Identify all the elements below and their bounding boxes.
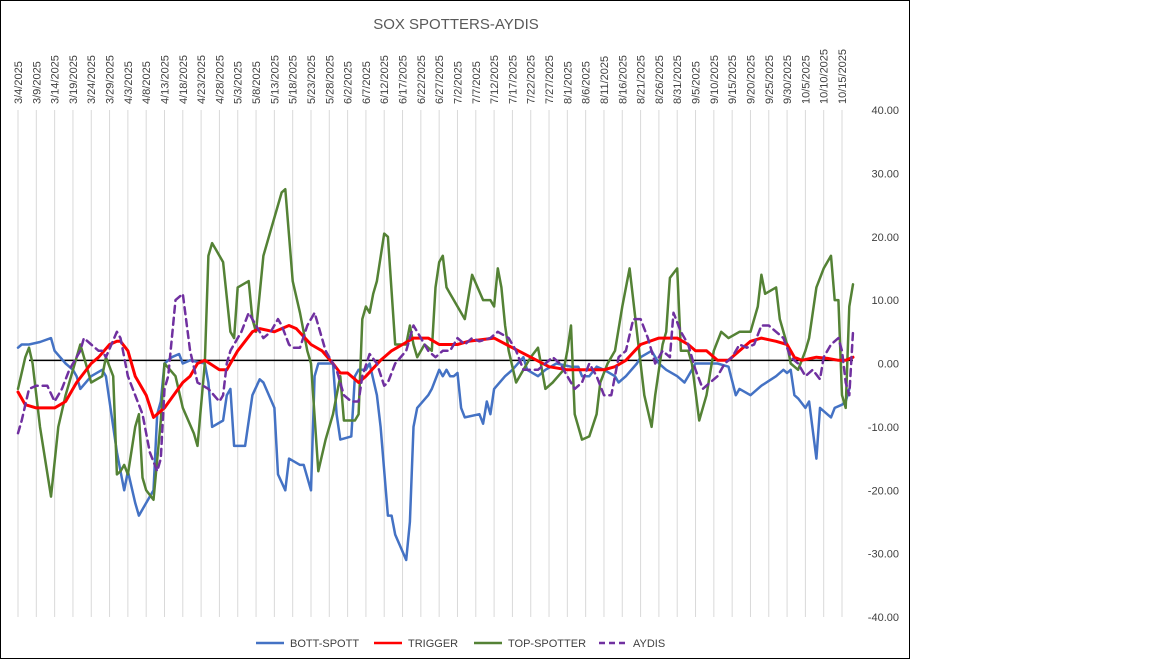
- x-tick-label: 3/14/2025: [50, 55, 62, 104]
- x-tick-label: 9/15/2025: [727, 55, 739, 104]
- x-tick-label: 9/30/2025: [782, 55, 794, 104]
- x-tick-label: 10/15/2025: [837, 49, 849, 104]
- x-tick-label: 5/13/2025: [269, 55, 281, 104]
- x-tick-label: 9/25/2025: [764, 55, 776, 104]
- series-lines: [16, 187, 855, 562]
- x-tick-label: 3/9/2025: [31, 61, 43, 104]
- y-tick-label: -20.00: [868, 485, 899, 497]
- chart-title: SOX SPOTTERS-AYDIS: [373, 16, 539, 33]
- x-tick-label: 3/4/2025: [13, 61, 25, 104]
- y-tick-label: -10.00: [868, 422, 899, 434]
- series-line-trigger: [16, 324, 855, 419]
- legend: BOTT-SPOTT TRIGGER TOP-SPOTTER AYDIS: [256, 638, 665, 650]
- legend-label: TOP-SPOTTER: [508, 638, 586, 650]
- x-tick-label: 3/24/2025: [86, 55, 98, 104]
- x-tick-label: 5/8/2025: [251, 61, 263, 104]
- legend-label: AYDIS: [633, 638, 665, 650]
- x-tick-label: 7/7/2025: [471, 61, 483, 104]
- chart-frame: 3/4/2025 3/9/2025 3/14/2025 3/19/2025 3/24/2…: [0, 0, 910, 659]
- series-line-aydis: [16, 292, 855, 473]
- legend-label: TRIGGER: [408, 638, 458, 650]
- x-tick-label: 8/6/2025: [581, 61, 593, 104]
- y-tick-label: 0.00: [878, 359, 899, 371]
- x-tick-label: 9/10/2025: [709, 55, 721, 104]
- x-tick-label: 6/7/2025: [361, 61, 373, 104]
- x-tick-label: 8/16/2025: [617, 55, 629, 104]
- x-tick-label: 4/18/2025: [178, 55, 190, 104]
- y-tick-label: -40.00: [868, 612, 899, 624]
- x-tick-label: 7/17/2025: [507, 55, 519, 104]
- x-tick-label: 9/20/2025: [745, 55, 757, 104]
- chart: 3/4/2025 3/9/2025 3/14/2025 3/19/2025 3/24/2…: [13, 16, 899, 650]
- x-tick-label: 3/29/2025: [105, 55, 117, 104]
- x-tick-label: 7/2/2025: [452, 61, 464, 104]
- y-axis-tick-labels: 40.00 30.00 20.00 10.00 0.00 -10.00 -20.00 -30.…: [868, 105, 899, 624]
- x-tick-label: 6/12/2025: [379, 55, 391, 104]
- x-tick-label: 4/8/2025: [141, 61, 153, 104]
- x-tick-label: 7/22/2025: [526, 55, 538, 104]
- x-tick-label: 4/23/2025: [196, 55, 208, 104]
- legend-label: BOTT-SPOTT: [290, 638, 359, 650]
- x-tick-label: 4/3/2025: [123, 61, 135, 104]
- y-tick-label: 20.00: [871, 232, 899, 244]
- x-tick-label: 5/3/2025: [233, 61, 245, 104]
- x-tick-label: 5/28/2025: [324, 55, 336, 104]
- x-tick-label: 8/26/2025: [654, 55, 666, 104]
- vertical-gridlines: [17, 110, 843, 617]
- x-axis-tick-labels: 3/4/2025 3/9/2025 3/14/2025 3/19/2025 3/24/2…: [13, 49, 849, 104]
- y-tick-label: 40.00: [871, 105, 899, 117]
- x-tick-label: 8/31/2025: [672, 55, 684, 104]
- x-tick-label: 4/28/2025: [214, 55, 226, 104]
- y-tick-label: -30.00: [868, 549, 899, 561]
- x-tick-label: 6/17/2025: [398, 55, 410, 104]
- y-tick-label: 30.00: [871, 168, 899, 180]
- x-tick-label: 6/27/2025: [434, 55, 446, 104]
- x-tick-label: 6/2/2025: [343, 61, 355, 104]
- x-tick-label: 9/5/2025: [691, 61, 703, 104]
- x-tick-label: 8/1/2025: [562, 61, 574, 104]
- x-tick-label: 6/22/2025: [416, 55, 428, 104]
- x-tick-label: 8/11/2025: [599, 56, 611, 104]
- series-line-top-spotter: [16, 187, 855, 502]
- x-tick-label: 10/10/2025: [819, 49, 831, 104]
- x-tick-label: 7/27/2025: [544, 55, 556, 104]
- x-tick-label: 3/19/2025: [68, 55, 80, 104]
- x-tick-label: 5/23/2025: [306, 55, 318, 104]
- x-tick-label: 5/18/2025: [288, 55, 300, 104]
- x-tick-label: 8/21/2025: [636, 55, 648, 104]
- x-tick-label: 7/12/2025: [489, 55, 501, 104]
- series-line-bott-spott: [16, 336, 851, 562]
- y-tick-label: 10.00: [871, 295, 899, 307]
- x-tick-label: 10/5/2025: [800, 55, 812, 104]
- x-tick-label: 4/13/2025: [159, 55, 171, 104]
